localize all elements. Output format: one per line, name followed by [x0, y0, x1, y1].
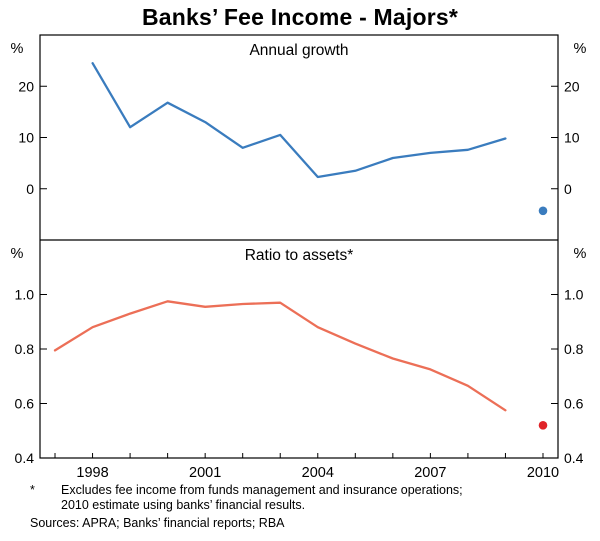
y-axis-label-left: 0.4: [15, 450, 35, 466]
footnote-text: Excludes fee income from funds managemen…: [61, 483, 463, 513]
y-axis-label-left: 10: [18, 130, 34, 146]
y-axis-label-left: 0.8: [15, 341, 35, 357]
estimate-dot-1: [538, 421, 548, 430]
y-axis-label-right: 0.6: [564, 396, 584, 412]
unit-label-left: %: [11, 246, 24, 262]
x-axis-label: 2001: [189, 465, 221, 480]
fee-income-chart: 0 0 10 10 20 20% % Annual growth 0.4 0.4 0.6 0.6 0.8…: [11, 34, 587, 480]
footnote-marker: *: [30, 483, 35, 497]
footnote-row: * Excludes fee income from funds managem…: [0, 483, 600, 513]
x-axis-label: 2010: [527, 465, 559, 480]
panel-title-1: Ratio to assets*: [245, 247, 354, 264]
x-axis-label: 2004: [302, 465, 334, 480]
unit-label-right: %: [574, 41, 587, 57]
x-axis-label: 1998: [76, 465, 108, 480]
y-axis-label-left: 1.0: [15, 287, 35, 303]
y-axis-label-right: 10: [564, 130, 580, 146]
footnote-block: * Excludes fee income from funds managem…: [0, 483, 600, 531]
y-axis-label-left: 0: [26, 181, 34, 197]
plot-border: [39, 34, 559, 459]
y-axis-label-right: 20: [564, 78, 580, 94]
unit-label-right: %: [574, 246, 587, 262]
chart-title: Banks’ Fee Income - Majors*: [141, 4, 458, 30]
y-axis-label-right: 0.8: [564, 341, 584, 357]
series-line-1: [53, 300, 507, 412]
y-axis-label-left: 20: [18, 78, 34, 94]
sources-line: Sources: APRA; Banks’ financial reports;…: [30, 516, 285, 530]
footnote-line-2: 2010 estimate using banks’ financial res…: [61, 498, 306, 512]
y-axis-label-right: 1.0: [564, 287, 584, 303]
x-axis-label: 2007: [414, 465, 446, 480]
estimate-dot-0: [538, 206, 548, 216]
y-axis-label-right: 0: [564, 181, 572, 197]
footnote-line-1: Excludes fee income from funds managemen…: [61, 483, 463, 497]
series-line-0: [91, 62, 507, 179]
y-axis-label-right: 0.4: [564, 450, 584, 466]
panel-title-0: Annual growth: [249, 42, 348, 59]
unit-label-left: %: [11, 41, 24, 57]
y-axis-label-left: 0.6: [15, 396, 35, 412]
